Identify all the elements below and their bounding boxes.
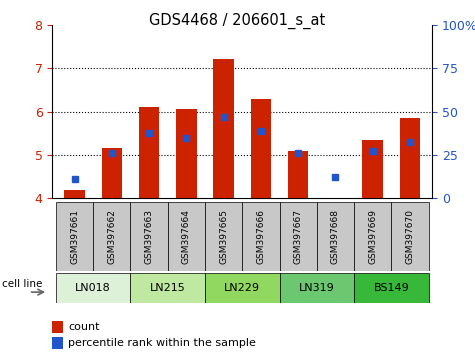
Text: cell line: cell line bbox=[2, 279, 43, 289]
Bar bbox=[56, 273, 131, 303]
Bar bbox=[64, 190, 85, 198]
Bar bbox=[131, 202, 168, 271]
Text: GSM397667: GSM397667 bbox=[294, 209, 303, 264]
Bar bbox=[205, 273, 279, 303]
Bar bbox=[93, 202, 131, 271]
Bar bbox=[317, 202, 354, 271]
Bar bbox=[56, 202, 93, 271]
Text: GSM397663: GSM397663 bbox=[144, 209, 153, 264]
Text: GSM397668: GSM397668 bbox=[331, 209, 340, 264]
Text: GSM397666: GSM397666 bbox=[256, 209, 266, 264]
Text: GSM397664: GSM397664 bbox=[182, 209, 191, 264]
Text: count: count bbox=[68, 322, 100, 332]
Bar bbox=[139, 107, 159, 198]
Bar bbox=[176, 109, 197, 198]
Text: LN229: LN229 bbox=[224, 282, 260, 293]
Text: GSM397670: GSM397670 bbox=[405, 209, 414, 264]
Bar bbox=[213, 59, 234, 198]
Text: LN018: LN018 bbox=[76, 282, 111, 293]
Bar bbox=[354, 202, 391, 271]
Bar bbox=[242, 202, 279, 271]
Bar bbox=[168, 202, 205, 271]
Text: GSM397661: GSM397661 bbox=[70, 209, 79, 264]
Bar bbox=[279, 202, 317, 271]
Text: BS149: BS149 bbox=[373, 282, 409, 293]
Bar bbox=[391, 202, 428, 271]
Text: GSM397665: GSM397665 bbox=[219, 209, 228, 264]
Bar bbox=[362, 140, 383, 198]
Text: GSM397669: GSM397669 bbox=[368, 209, 377, 264]
Text: percentile rank within the sample: percentile rank within the sample bbox=[68, 338, 256, 348]
Bar bbox=[251, 98, 271, 198]
Bar bbox=[354, 273, 428, 303]
Text: LN215: LN215 bbox=[150, 282, 186, 293]
Bar bbox=[288, 150, 308, 198]
Bar bbox=[279, 273, 354, 303]
Text: GDS4468 / 206601_s_at: GDS4468 / 206601_s_at bbox=[149, 12, 326, 29]
Bar bbox=[399, 118, 420, 198]
Bar bbox=[102, 148, 122, 198]
Bar bbox=[205, 202, 242, 271]
Text: LN319: LN319 bbox=[299, 282, 334, 293]
Text: GSM397662: GSM397662 bbox=[107, 209, 116, 264]
Bar bbox=[131, 273, 205, 303]
